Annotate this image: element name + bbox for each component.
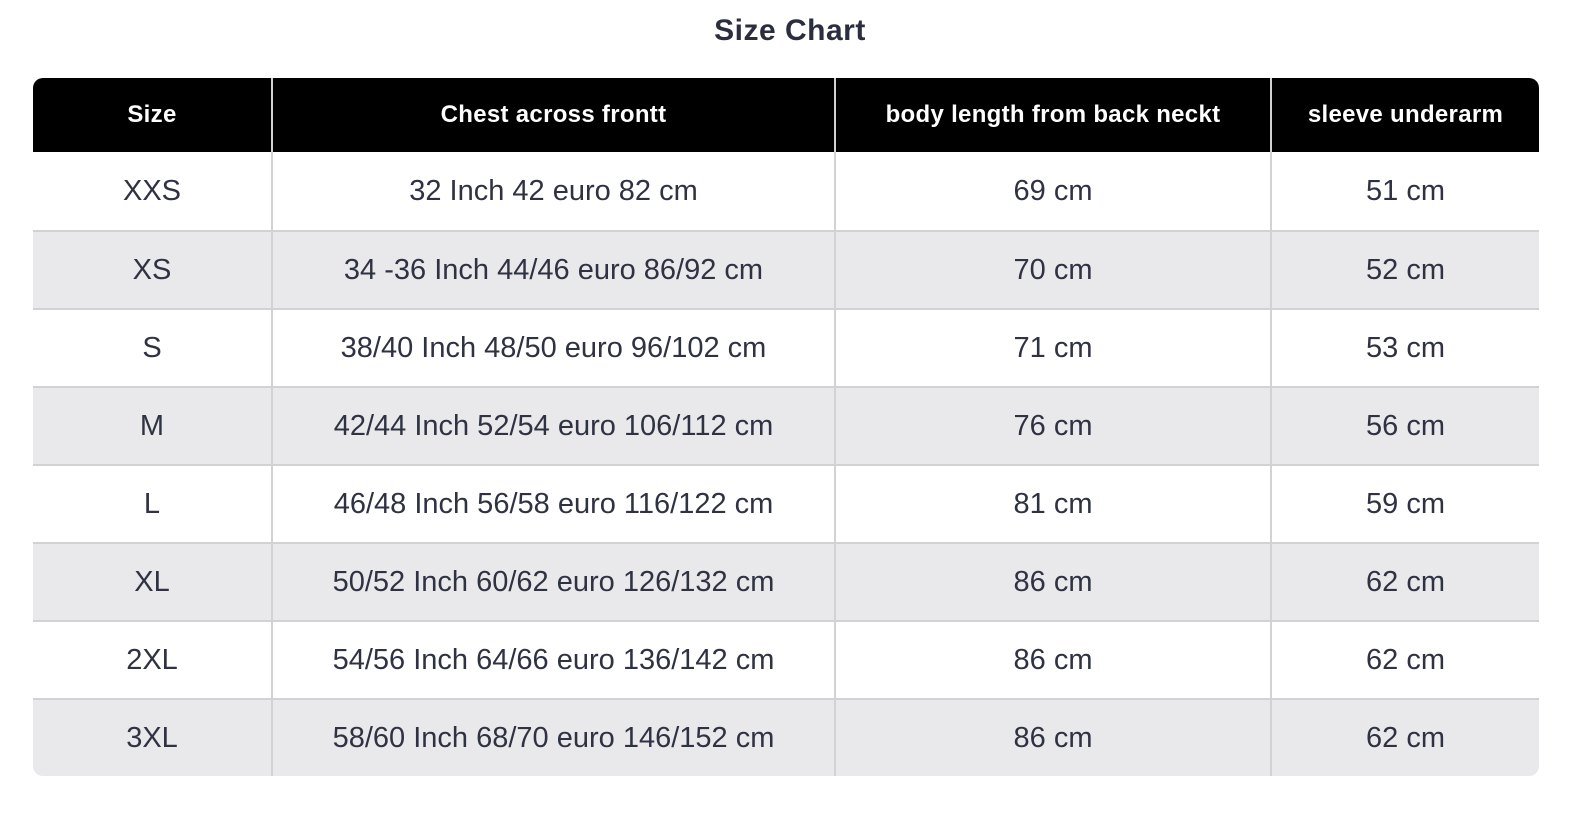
cell-body-length: 70 cm: [836, 230, 1272, 308]
cell-sleeve: 52 cm: [1272, 230, 1539, 308]
cell-chest: 54/56 Inch 64/66 euro 136/142 cm: [273, 620, 836, 698]
cell-sleeve: 53 cm: [1272, 308, 1539, 386]
cell-sleeve: 51 cm: [1272, 152, 1539, 230]
cell-size: L: [33, 464, 273, 542]
table-row: M 42/44 Inch 52/54 euro 106/112 cm 76 cm…: [33, 386, 1539, 464]
page-title: Size Chart: [714, 14, 866, 47]
table-row: XS 34 -36 Inch 44/46 euro 86/92 cm 70 cm…: [33, 230, 1539, 308]
cell-size: XS: [33, 230, 273, 308]
table-row: 2XL 54/56 Inch 64/66 euro 136/142 cm 86 …: [33, 620, 1539, 698]
cell-chest: 32 Inch 42 euro 82 cm: [273, 152, 836, 230]
table-row: S 38/40 Inch 48/50 euro 96/102 cm 71 cm …: [33, 308, 1539, 386]
cell-size: 2XL: [33, 620, 273, 698]
cell-body-length: 86 cm: [836, 620, 1272, 698]
cell-chest: 42/44 Inch 52/54 euro 106/112 cm: [273, 386, 836, 464]
cell-size: XL: [33, 542, 273, 620]
cell-sleeve: 59 cm: [1272, 464, 1539, 542]
cell-size: 3XL: [33, 698, 273, 776]
cell-chest: 38/40 Inch 48/50 euro 96/102 cm: [273, 308, 836, 386]
size-chart-table: Size Chest across frontt body length fro…: [33, 78, 1539, 776]
cell-chest: 46/48 Inch 56/58 euro 116/122 cm: [273, 464, 836, 542]
cell-size: XXS: [33, 152, 273, 230]
cell-body-length: 69 cm: [836, 152, 1272, 230]
table-row: L 46/48 Inch 56/58 euro 116/122 cm 81 cm…: [33, 464, 1539, 542]
cell-body-length: 86 cm: [836, 698, 1272, 776]
column-header-size: Size: [33, 78, 273, 152]
cell-sleeve: 62 cm: [1272, 698, 1539, 776]
cell-sleeve: 62 cm: [1272, 542, 1539, 620]
table-row: 3XL 58/60 Inch 68/70 euro 146/152 cm 86 …: [33, 698, 1539, 776]
cell-size: M: [33, 386, 273, 464]
cell-body-length: 71 cm: [836, 308, 1272, 386]
cell-chest: 34 -36 Inch 44/46 euro 86/92 cm: [273, 230, 836, 308]
table-header-row: Size Chest across frontt body length fro…: [33, 78, 1539, 152]
cell-chest: 58/60 Inch 68/70 euro 146/152 cm: [273, 698, 836, 776]
cell-size: S: [33, 308, 273, 386]
column-header-chest: Chest across frontt: [273, 78, 836, 152]
column-header-body-length: body length from back neckt: [836, 78, 1272, 152]
cell-body-length: 76 cm: [836, 386, 1272, 464]
table-row: XL 50/52 Inch 60/62 euro 126/132 cm 86 c…: [33, 542, 1539, 620]
cell-body-length: 81 cm: [836, 464, 1272, 542]
cell-sleeve: 56 cm: [1272, 386, 1539, 464]
column-header-sleeve: sleeve underarm: [1272, 78, 1539, 152]
cell-chest: 50/52 Inch 60/62 euro 126/132 cm: [273, 542, 836, 620]
table-row: XXS 32 Inch 42 euro 82 cm 69 cm 51 cm: [33, 152, 1539, 230]
cell-sleeve: 62 cm: [1272, 620, 1539, 698]
cell-body-length: 86 cm: [836, 542, 1272, 620]
